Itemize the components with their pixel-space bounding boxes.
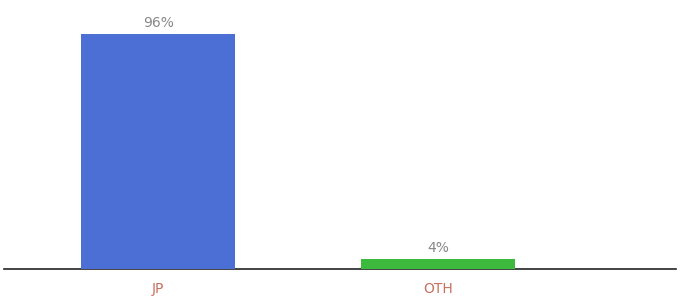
Text: 4%: 4% bbox=[427, 241, 449, 255]
Bar bbox=[361, 259, 515, 268]
Bar bbox=[81, 34, 235, 268]
Text: 96%: 96% bbox=[143, 16, 173, 30]
